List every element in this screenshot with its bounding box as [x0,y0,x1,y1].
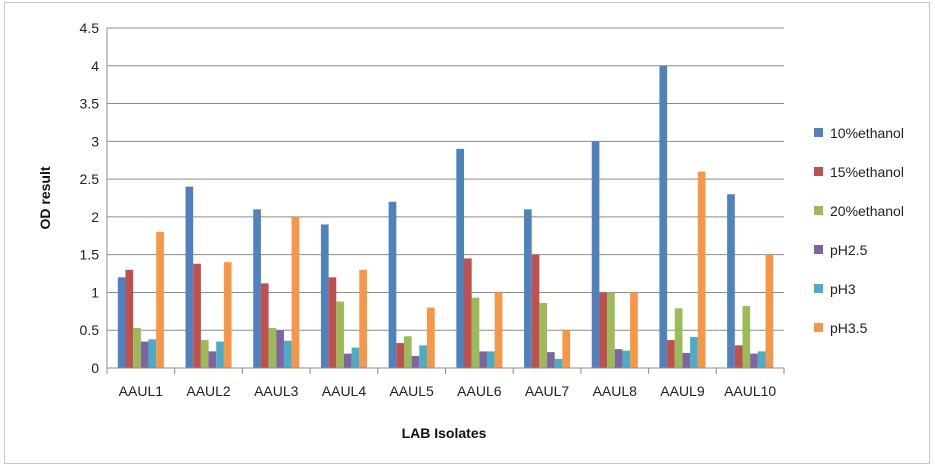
bar-pH3-AAUL5 [419,345,427,368]
bar-pH3-AAUL9 [690,337,698,368]
x-tick-label: AAUL10 [724,383,776,399]
bar-10%ethanol-AAUL9 [659,65,668,369]
x-tick-label: AAUL1 [119,383,164,399]
bar-15%ethanol-AAUL1 [125,269,134,368]
x-tick-label: AAUL3 [254,383,299,399]
bar-10%ethanol-AAUL3 [253,209,261,368]
bar-pH3.5-AAUL6 [494,292,503,368]
bar-pH3-AAUL3 [283,340,292,368]
bar-pH3.5-AAUL3 [291,216,300,368]
bar-10%ethanol-AAUL4 [320,224,329,368]
legend-label: 15%ethanol [830,164,904,180]
bar-pH3-AAUL4 [351,347,360,368]
bar-pH2.5-AAUL8 [614,349,623,368]
y-tick-label: 0.5 [80,322,100,338]
bar-pH3-AAUL6 [487,351,495,368]
y-tick-label: 4.5 [80,20,100,36]
bar-15%ethanol-AAUL7 [531,254,540,368]
x-tick-label: AAUL9 [660,383,705,399]
bar-15%ethanol-AAUL4 [328,277,337,368]
bar-pH2.5-AAUL5 [411,355,420,368]
x-tick-label: AAUL7 [525,383,570,399]
bar-pH2.5-AAUL4 [343,353,352,368]
bar-15%ethanol-AAUL8 [599,292,608,368]
bar-10%ethanol-AAUL7 [524,209,532,368]
bar-15%ethanol-AAUL10 [734,345,743,368]
y-tick-label: 0 [91,360,99,376]
y-axis-title: OD result [37,166,53,229]
bar-pH3.5-AAUL10 [765,254,774,368]
axes: 0 0.5 1 1.5 2 2.5 3 3.5 4 4.5 AAUL1 AAUL2 AAUL3 AAUL4… [80,20,785,399]
x-axis-title: LAB Isolates [402,425,487,441]
legend-label: pH3.5 [830,320,868,336]
bar-20%ethanol-AAUL6 [471,297,480,368]
bar-pH3.5-AAUL8 [630,292,638,368]
bar-20%ethanol-AAUL1 [133,327,141,368]
x-tick-label: AAUL5 [389,383,434,399]
bar-pH3.5-AAUL9 [697,171,706,368]
bar-pH3.5-AAUL5 [426,307,435,368]
x-tick-label: AAUL2 [186,383,231,399]
legend-label: pH3 [830,281,856,297]
bar-20%ethanol-AAUL8 [607,292,615,368]
x-tick-label: AAUL8 [593,383,638,399]
bar-10%ethanol-AAUL2 [185,186,194,368]
legend-swatch-20%ethanol [814,206,823,215]
bar-pH3.5-AAUL1 [156,232,164,368]
y-tick-label: 1 [91,284,99,300]
bar-20%ethanol-AAUL2 [200,340,209,368]
bar-pH3-AAUL8 [622,350,631,368]
bar-pH2.5-AAUL2 [208,351,217,368]
bar-20%ethanol-AAUL4 [336,301,344,368]
bar-10%ethanol-AAUL1 [117,277,126,368]
bar-10%ethanol-AAUL5 [388,201,397,368]
legend-swatch-15%ethanol [814,167,823,176]
bar-10%ethanol-AAUL6 [456,148,465,368]
legend-label: pH2.5 [830,242,868,258]
bar-15%ethanol-AAUL6 [464,258,472,368]
y-tick-label: 3.5 [80,96,100,112]
bar-15%ethanol-AAUL2 [193,263,201,368]
bar-15%ethanol-AAUL5 [396,343,404,368]
bar-pH3.5-AAUL4 [359,269,367,368]
legend: 10%ethanol 15%ethanol 20%ethanol pH2.5 pH3 pH… [814,125,904,336]
y-tick-label: 4 [91,58,99,74]
bar-pH2.5-AAUL3 [276,330,284,368]
bar-pH2.5-AAUL7 [547,352,555,368]
x-tick-label: AAUL4 [322,383,367,399]
bar-20%ethanol-AAUL9 [674,308,683,368]
legend-swatch-pH2.5 [814,245,823,254]
y-tick-label: 2.5 [80,171,100,187]
y-tick-label: 3 [91,133,99,149]
y-tick-label: 1.5 [80,247,100,263]
bar-pH3-AAUL1 [148,339,157,368]
bar-10%ethanol-AAUL10 [727,194,735,368]
bar-20%ethanol-AAUL7 [539,303,548,368]
bar-20%ethanol-AAUL5 [403,336,412,368]
bar-15%ethanol-AAUL9 [667,340,675,368]
legend-label: 10%ethanol [830,125,904,141]
bar-pH2.5-AAUL1 [140,341,149,368]
bar-15%ethanol-AAUL3 [260,283,269,368]
bar-pH2.5-AAUL6 [479,351,488,368]
bar-20%ethanol-AAUL3 [268,327,277,368]
legend-swatch-10%ethanol [814,128,823,137]
legend-swatch-pH3 [814,284,823,293]
bar-pH3-AAUL10 [757,351,766,368]
bar-pH3.5-AAUL2 [223,262,232,368]
bar-pH3-AAUL7 [554,358,563,368]
bar-pH2.5-AAUL10 [750,353,758,368]
bar-pH2.5-AAUL9 [682,352,691,368]
bar-pH3.5-AAUL7 [562,330,571,368]
x-tick-label: AAUL6 [457,383,502,399]
bar-10%ethanol-AAUL8 [591,141,600,368]
bar-pH3-AAUL2 [216,341,224,368]
legend-label: 20%ethanol [830,203,904,219]
bar-20%ethanol-AAUL10 [742,306,751,368]
bars [117,65,774,369]
y-tick-label: 2 [91,209,99,225]
legend-swatch-pH3.5 [814,323,823,332]
